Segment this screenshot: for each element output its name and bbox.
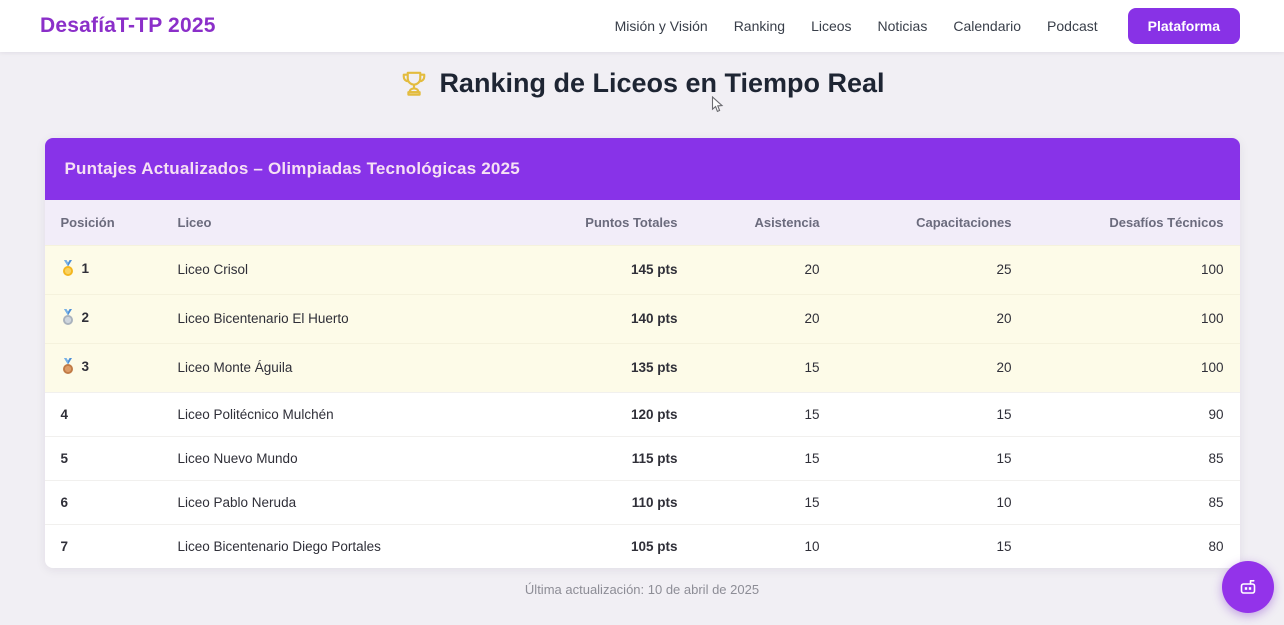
nav-item-ranking[interactable]: Ranking [733, 18, 786, 34]
asistencia: 15 [693, 479, 836, 524]
capacitaciones: 15 [835, 435, 1028, 480]
capacitaciones: 20 [835, 293, 1028, 343]
top-bar: DesafíaT-TP 2025 Misión y Visión Ranking… [0, 0, 1284, 52]
main-nav: Misión y Visión Ranking Liceos Noticias … [615, 8, 1240, 44]
puntos-totales: 115 pts [493, 435, 694, 480]
nav-item-podcast[interactable]: Podcast [1047, 18, 1098, 34]
site-logo[interactable]: DesafíaT-TP 2025 [40, 14, 216, 37]
capacitaciones: 25 [835, 244, 1028, 294]
liceo-name: Liceo Monte Águila [161, 342, 494, 392]
liceo-name: Liceo Bicentenario Diego Portales [161, 523, 494, 568]
card-banner: Puntajes Actualizados – Olimpiadas Tecno… [44, 137, 1240, 200]
desafios-tecnicos: 90 [1027, 391, 1240, 436]
desafios-tecnicos: 100 [1027, 293, 1240, 343]
capacitaciones: 10 [835, 479, 1028, 524]
table-row: 2 Liceo Bicentenario El Huerto 140 pts 2… [44, 293, 1240, 343]
gold-medal-icon [61, 259, 75, 277]
col-header-capacitaciones: Capacitaciones [916, 214, 1012, 230]
puntos-totales: 145 pts [493, 244, 694, 294]
desafios-tecnicos: 80 [1027, 523, 1240, 568]
puntos-totales: 135 pts [493, 342, 694, 392]
nav-item-liceos[interactable]: Liceos [811, 18, 852, 34]
bronze-medal-icon [61, 357, 75, 375]
position-number: 3 [81, 358, 90, 374]
liceo-name: Liceo Nuevo Mundo [161, 435, 494, 480]
asistencia: 20 [693, 293, 836, 343]
robot-chat-icon [1236, 575, 1260, 599]
capacitaciones: 15 [835, 523, 1028, 568]
puntos-totales: 105 pts [493, 523, 694, 568]
last-update-text: Última actualización: 10 de abril de 202… [524, 581, 760, 597]
plataforma-button[interactable]: Plataforma [1127, 8, 1240, 44]
table-row: 5 Liceo Nuevo Mundo 115 pts 15 15 85 [44, 435, 1240, 480]
col-header-asistencia: Asistencia [754, 214, 820, 230]
table-row: 6 Liceo Pablo Neruda 110 pts 15 10 85 [44, 479, 1240, 524]
col-header-puntos-totales: Puntos Totales [585, 214, 678, 230]
nav-item-calendario[interactable]: Calendario [953, 18, 1022, 34]
desafios-tecnicos: 100 [1027, 244, 1240, 294]
puntos-totales: 140 pts [493, 293, 694, 343]
asistencia: 15 [693, 391, 836, 436]
asistencia: 15 [693, 342, 836, 392]
trophy-icon [399, 69, 429, 99]
position-number: 6 [44, 479, 162, 524]
card-banner-title: Puntajes Actualizados – Olimpiadas Tecno… [64, 158, 520, 178]
asistencia: 20 [693, 244, 836, 294]
col-header-liceo: Liceo [177, 214, 212, 230]
liceo-name: Liceo Politécnico Mulchén [161, 391, 494, 436]
capacitaciones: 20 [835, 342, 1028, 392]
asistencia: 10 [693, 523, 836, 568]
position-number: 5 [44, 435, 162, 480]
desafios-tecnicos: 85 [1027, 435, 1240, 480]
table-row: 1 Liceo Crisol 145 pts 20 25 100 [44, 244, 1240, 294]
liceo-name: Liceo Crisol [161, 244, 494, 294]
position-number: 4 [44, 391, 162, 436]
table-row: 3 Liceo Monte Águila 135 pts 15 20 100 [44, 342, 1240, 392]
table-row: 7 Liceo Bicentenario Diego Portales 105 … [44, 523, 1240, 568]
position-number: 7 [44, 523, 162, 568]
ranking-table: Posición Liceo Puntos Totales Asistencia… [44, 199, 1240, 568]
table-header-row: Posición Liceo Puntos Totales Asistencia… [44, 199, 1240, 245]
nav-item-mision-y-vision[interactable]: Misión y Visión [614, 18, 708, 34]
capacitaciones: 15 [835, 391, 1028, 436]
ranking-card: Puntajes Actualizados – Olimpiadas Tecno… [44, 137, 1240, 568]
page-title-text: Ranking de Liceos en Tiempo Real [439, 68, 885, 98]
desafios-tecnicos: 85 [1027, 479, 1240, 524]
desafios-tecnicos: 100 [1027, 342, 1240, 392]
page-title: Ranking de Liceos en Tiempo Real [399, 68, 885, 99]
liceo-name: Liceo Pablo Neruda [161, 479, 494, 524]
table-row: 4 Liceo Politécnico Mulchén 120 pts 15 1… [44, 391, 1240, 436]
position-number: 1 [81, 260, 90, 276]
col-header-desafios-tecnicos: Desafíos Técnicos [1109, 214, 1224, 230]
page-head: Ranking de Liceos en Tiempo Real [0, 52, 1284, 104]
col-header-posicion: Posición [60, 214, 115, 230]
asistencia: 15 [693, 435, 836, 480]
silver-medal-icon [61, 308, 75, 326]
chatbot-fab-button[interactable] [1222, 561, 1274, 613]
puntos-totales: 110 pts [493, 479, 694, 524]
nav-item-noticias[interactable]: Noticias [877, 18, 928, 34]
puntos-totales: 120 pts [493, 391, 694, 436]
position-number: 2 [81, 309, 90, 325]
liceo-name: Liceo Bicentenario El Huerto [161, 293, 494, 343]
